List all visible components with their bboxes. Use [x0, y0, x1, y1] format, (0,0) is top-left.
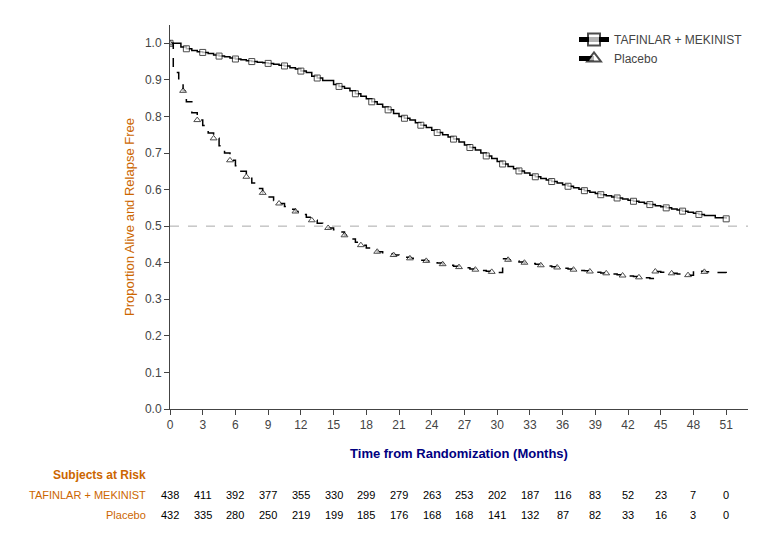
svg-text:0: 0 — [167, 418, 174, 432]
svg-text:0: 0 — [723, 489, 729, 501]
svg-text:3: 3 — [690, 509, 696, 521]
svg-text:279: 279 — [390, 489, 408, 501]
svg-text:18: 18 — [360, 418, 374, 432]
svg-text:432: 432 — [161, 509, 179, 521]
svg-text:6: 6 — [232, 418, 239, 432]
svg-text:0.5: 0.5 — [145, 219, 162, 233]
svg-text:82: 82 — [589, 509, 601, 521]
svg-text:51: 51 — [720, 418, 734, 432]
svg-text:355: 355 — [292, 489, 310, 501]
svg-text:39: 39 — [589, 418, 603, 432]
svg-text:392: 392 — [226, 489, 244, 501]
svg-text:250: 250 — [259, 509, 277, 521]
svg-text:438: 438 — [161, 489, 179, 501]
svg-text:330: 330 — [325, 489, 343, 501]
svg-text:9: 9 — [265, 418, 272, 432]
svg-text:87: 87 — [557, 509, 569, 521]
svg-text:202: 202 — [488, 489, 506, 501]
svg-text:12: 12 — [294, 418, 308, 432]
svg-text:141: 141 — [488, 509, 506, 521]
svg-text:24: 24 — [425, 418, 439, 432]
svg-text:33: 33 — [523, 418, 537, 432]
svg-text:0.6: 0.6 — [145, 183, 162, 197]
svg-text:253: 253 — [455, 489, 473, 501]
svg-text:Proportion Alive and Relapse F: Proportion Alive and Relapse Free — [122, 118, 137, 316]
svg-text:7: 7 — [690, 489, 696, 501]
svg-text:30: 30 — [490, 418, 504, 432]
svg-text:36: 36 — [556, 418, 570, 432]
svg-text:0.1: 0.1 — [145, 366, 162, 380]
svg-text:0.8: 0.8 — [145, 110, 162, 124]
svg-text:Placebo: Placebo — [614, 52, 658, 66]
svg-text:176: 176 — [390, 509, 408, 521]
svg-text:23: 23 — [655, 489, 667, 501]
svg-text:0.4: 0.4 — [145, 256, 162, 270]
svg-text:Subjects at Risk: Subjects at Risk — [53, 468, 146, 482]
svg-text:116: 116 — [554, 489, 572, 501]
svg-text:3: 3 — [199, 418, 206, 432]
svg-text:Placebo: Placebo — [106, 509, 146, 521]
svg-text:42: 42 — [621, 418, 635, 432]
svg-text:0.7: 0.7 — [145, 146, 162, 160]
svg-text:52: 52 — [622, 489, 634, 501]
svg-text:0.9: 0.9 — [145, 73, 162, 87]
svg-text:185: 185 — [357, 509, 375, 521]
svg-text:280: 280 — [226, 509, 244, 521]
svg-text:199: 199 — [325, 509, 343, 521]
svg-text:168: 168 — [423, 509, 441, 521]
svg-text:48: 48 — [687, 418, 701, 432]
svg-text:0.0: 0.0 — [145, 402, 162, 416]
svg-text:15: 15 — [327, 418, 341, 432]
svg-text:TAFINLAR + MEKINIST: TAFINLAR + MEKINIST — [614, 33, 742, 47]
svg-text:0.3: 0.3 — [145, 292, 162, 306]
svg-text:187: 187 — [521, 489, 539, 501]
svg-text:377: 377 — [259, 489, 277, 501]
svg-text:168: 168 — [455, 509, 473, 521]
svg-text:21: 21 — [392, 418, 406, 432]
svg-text:0: 0 — [723, 509, 729, 521]
svg-text:TAFINLAR + MEKINIST: TAFINLAR + MEKINIST — [29, 489, 146, 501]
svg-text:411: 411 — [194, 489, 212, 501]
svg-text:27: 27 — [458, 418, 472, 432]
svg-text:263: 263 — [423, 489, 441, 501]
svg-text:219: 219 — [292, 509, 310, 521]
svg-text:16: 16 — [655, 509, 667, 521]
svg-text:299: 299 — [357, 489, 375, 501]
svg-text:45: 45 — [654, 418, 668, 432]
svg-text:Time from Randomization (Month: Time from Randomization (Months) — [350, 446, 568, 461]
svg-text:132: 132 — [521, 509, 539, 521]
svg-text:83: 83 — [589, 489, 601, 501]
svg-text:33: 33 — [622, 509, 634, 521]
svg-text:0.2: 0.2 — [145, 329, 162, 343]
svg-text:335: 335 — [194, 509, 212, 521]
svg-text:1.0: 1.0 — [145, 36, 162, 50]
